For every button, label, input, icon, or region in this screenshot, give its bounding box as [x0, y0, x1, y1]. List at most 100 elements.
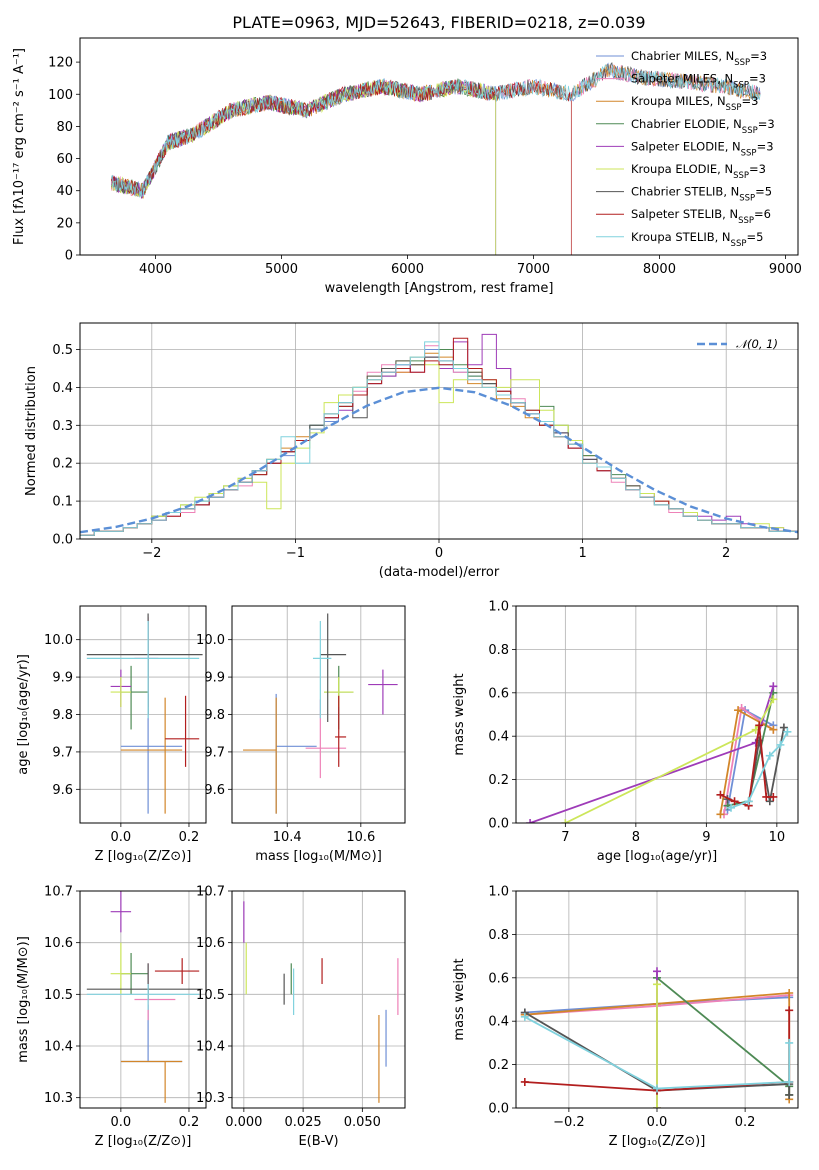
- panel-mass_vs_EBV: 0.000 0.025 0.050 10.3 10.4 10.5 10.6 10.7 E(B-V…: [196, 885, 406, 1149]
- x-tick-label: 0.0: [111, 830, 132, 845]
- x-axis-label: mass [log₁₀(M/M⊙)]: [255, 849, 382, 864]
- plot-area-spectrum: [111, 61, 761, 255]
- data-point: [783, 727, 792, 736]
- legend-label: Chabrier MILES, NSSP=3: [631, 49, 767, 68]
- x-tick-label: 6000: [391, 262, 424, 277]
- y-tick-label: 10.7: [196, 885, 225, 900]
- plot-area-mass_vs_Z: [86, 891, 203, 1103]
- legend-subscript: SSP: [726, 103, 742, 113]
- legend-subscript: SSP: [733, 81, 749, 91]
- data-point: [755, 721, 764, 730]
- y-tick-label: 0.6: [488, 686, 509, 701]
- panel-age_vs_Z: 0.0 0.2 9.6 9.7 9.8 9.9 10.0 Z [log₁₀(Z/Z⊙)] age…: [16, 605, 207, 864]
- legend-value: =6: [754, 207, 771, 221]
- panel-spectrum: 4000 5000 6000 7000 8000 9000 0 20 40 60 80 100 120 w…: [12, 37, 802, 296]
- legend-value: =3: [758, 117, 775, 131]
- panel-residuals: −2 −1 0 1 2 0.0 0.1 0.2 0.3 0.4 0.5 (data-model)/er…: [24, 322, 799, 580]
- x-tick-label: 1: [578, 546, 586, 561]
- x-axis-label: Z [log₁₀(Z/Z⊙)]: [609, 1134, 706, 1149]
- data-point: [765, 797, 774, 806]
- y-tick-label: 10.6: [44, 936, 73, 951]
- panel-weight_vs_Z: −0.2 0.0 0.2 0.0 0.2 0.4 0.6 0.8 1.0 Z [log₁₀(Z/Z…: [452, 885, 799, 1149]
- x-tick-label: 0.2: [179, 830, 200, 845]
- data-point: [776, 740, 785, 749]
- x-tick-label: 0: [435, 546, 443, 561]
- normal-curve: [80, 386, 798, 534]
- y-tick-label: 20: [56, 216, 73, 231]
- legend-subscript: SSP: [739, 194, 755, 204]
- series-line: [524, 1011, 791, 1095]
- x-tick-label: 5000: [265, 262, 298, 277]
- axes-frame: [515, 605, 799, 824]
- axes-frame: [79, 605, 207, 824]
- y-tick-label: 9.6: [52, 783, 73, 798]
- x-tick-label: 10.4: [273, 830, 302, 845]
- legend-value: =3: [741, 94, 758, 108]
- x-tick-label: 7: [561, 830, 569, 845]
- data-point: [785, 1006, 794, 1015]
- y-tick-label: 0.4: [52, 381, 73, 396]
- y-tick-label: 10.3: [44, 1091, 73, 1106]
- data-point: [765, 751, 774, 760]
- x-axis-label: E(B-V): [298, 1134, 338, 1149]
- y-tick-label: 10.4: [44, 1040, 73, 1055]
- y-axis-label: age [log₁₀(age/yr)]: [16, 654, 31, 775]
- y-tick-label: 0: [65, 249, 73, 264]
- data-point: [716, 810, 725, 819]
- data-point: [520, 1077, 529, 1086]
- legend-label: Chabrier STELIB, NSSP=5: [631, 185, 772, 204]
- data-point: [520, 1012, 529, 1021]
- y-tick-label: 10.0: [196, 633, 225, 648]
- figure-title: PLATE=0963, MJD=52643, FIBERID=0218, z=0…: [232, 13, 645, 32]
- y-tick-label: 0.5: [52, 343, 73, 358]
- x-tick-label: 8: [632, 830, 640, 845]
- x-tick-label: 2: [722, 546, 730, 561]
- legend-value: =5: [746, 230, 763, 244]
- x-tick-label: 10: [769, 830, 786, 845]
- y-tick-label: 9.7: [52, 745, 73, 760]
- legend-subscript: SSP: [733, 171, 749, 181]
- x-tick-label: −0.2: [553, 1115, 585, 1130]
- legend-subscript: SSP: [741, 148, 757, 158]
- data-point: [734, 706, 743, 715]
- legend-value: =3: [757, 139, 774, 153]
- data-point: [769, 725, 778, 734]
- y-tick-label: 0.1: [52, 495, 73, 510]
- y-tick-label: 100: [48, 88, 73, 103]
- y-tick-label: 0.0: [488, 817, 509, 832]
- data-point: [561, 819, 570, 823]
- panel-age_vs_mass: 10.4 10.6 9.6 9.7 9.8 9.9 10.0 mass [log₁₀(M/M⊙…: [196, 605, 406, 864]
- y-tick-label: 0.8: [488, 928, 509, 943]
- legend-subscript: SSP: [734, 58, 750, 68]
- x-tick-label: 0.2: [735, 1115, 756, 1130]
- spectrum-line: [111, 64, 761, 198]
- y-tick-label: 9.6: [204, 783, 225, 798]
- y-tick-label: 10.4: [196, 1040, 225, 1055]
- y-tick-label: 9.8: [52, 708, 73, 723]
- y-tick-label: 10.5: [196, 988, 225, 1003]
- data-point: [785, 1077, 794, 1086]
- y-tick-label: 10.5: [44, 988, 73, 1003]
- data-point: [653, 1104, 661, 1108]
- data-point: [785, 1090, 794, 1099]
- plot-area-residuals: [80, 333, 798, 536]
- data-point: [744, 797, 753, 806]
- legend-label: Kroupa MILES, NSSP=3: [631, 94, 758, 113]
- legend-label: Salpeter ELODIE, NSSP=3: [631, 139, 774, 158]
- axes-frame: [515, 890, 799, 1109]
- y-tick-label: 10.7: [44, 885, 73, 900]
- series-line: [524, 1016, 791, 1090]
- y-tick-label: 0.4: [488, 1015, 509, 1030]
- x-tick-label: −2: [142, 546, 161, 561]
- y-tick-label: 0.0: [488, 1102, 509, 1117]
- data-point: [769, 792, 778, 801]
- spectrum-line: [111, 79, 572, 255]
- legend-label: Kroupa STELIB, NSSP=5: [631, 230, 763, 249]
- x-tick-label: 9: [702, 830, 710, 845]
- x-tick-label: 10.6: [346, 830, 375, 845]
- y-tick-label: 10.0: [44, 633, 73, 648]
- x-axis-label: wavelength [Angstrom, rest frame]: [325, 281, 554, 296]
- axes-frame: [79, 890, 207, 1109]
- data-point: [730, 797, 739, 806]
